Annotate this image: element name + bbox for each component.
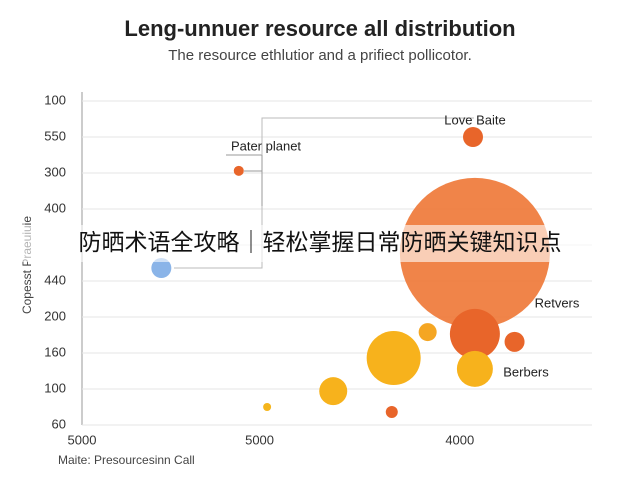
bubble xyxy=(504,331,525,352)
bubble xyxy=(233,165,244,176)
y-tick-label: 100 xyxy=(44,380,66,395)
bubble xyxy=(366,331,421,386)
bubble xyxy=(263,403,272,411)
annotation: Love Baite xyxy=(444,112,505,127)
annotation: Pater planet xyxy=(231,138,301,153)
bubble xyxy=(385,406,398,419)
x-tick-label: 5000 xyxy=(68,432,97,447)
bubble xyxy=(418,323,437,342)
plot-area: 60 100 160 200 440 400 300 550 100 5000 5000 4000 Lo… xyxy=(44,92,592,447)
bubble xyxy=(151,258,172,279)
annotation: Retvers xyxy=(535,295,580,310)
bubble xyxy=(456,350,493,387)
y-tick-label: 400 xyxy=(44,200,66,215)
bubble xyxy=(449,308,500,359)
bubble xyxy=(463,127,483,147)
y-tick-label: 100 xyxy=(44,92,66,107)
y-tick-label: 160 xyxy=(44,344,66,359)
x-tick-label: 5000 xyxy=(245,432,274,447)
chart-title: Leng-unnuer resource all distribution xyxy=(124,16,515,41)
y-tick-label: 550 xyxy=(44,128,66,143)
y-tick-label: 200 xyxy=(44,308,66,323)
banner-bg xyxy=(20,225,620,262)
y-tick-label: 440 xyxy=(44,272,66,287)
chart-subtitle: The resource ethlutior and a prifiect po… xyxy=(168,47,472,64)
banner-text: 防晒术语全攻略｜轻松掌握日常防晒关键知识点 xyxy=(79,229,562,255)
connector xyxy=(226,154,263,206)
y-tick-label: 300 xyxy=(44,164,66,179)
x-tick-label: 4000 xyxy=(445,432,474,447)
connector xyxy=(261,117,474,155)
y-tick-label: 60 xyxy=(52,416,66,431)
bubble xyxy=(319,377,348,406)
x-axis-title: Maite: Presourcesinn Call xyxy=(58,453,195,467)
overlay: 防晒术语全攻略｜轻松掌握日常防晒关键知识点 xyxy=(20,225,620,262)
annotation: Berbers xyxy=(503,364,549,379)
